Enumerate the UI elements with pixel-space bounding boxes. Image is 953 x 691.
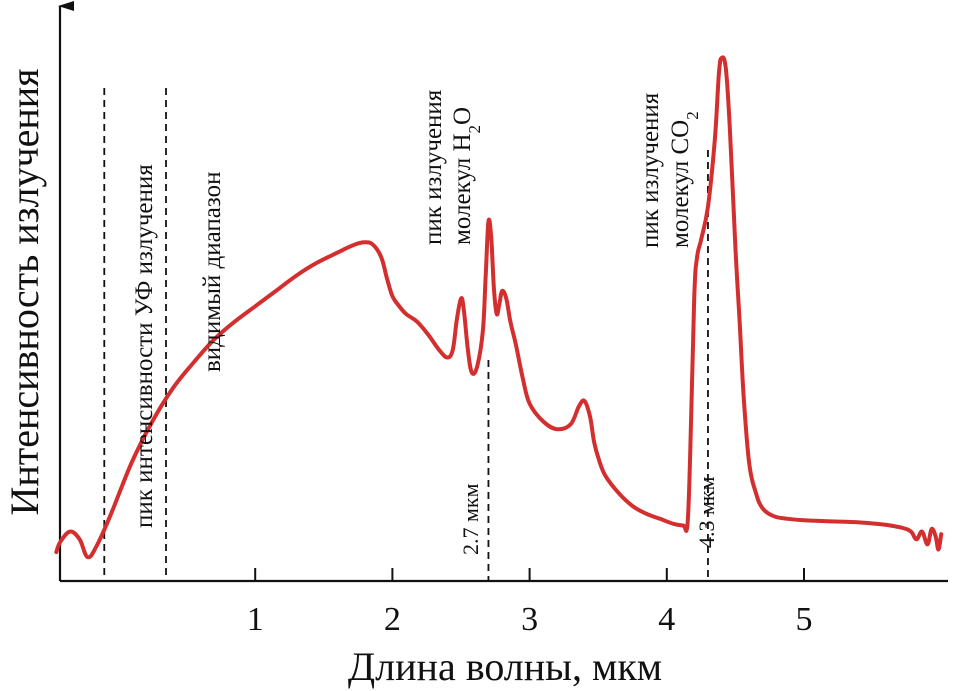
x-ticks xyxy=(254,568,805,581)
x-tick-label-3: 3 xyxy=(521,601,538,638)
y-axis-label: Интенсивность излучения xyxy=(2,68,47,515)
annotation-h2o-subscript: 2 xyxy=(465,125,484,134)
annotation-co2-line1: пик излучения xyxy=(637,92,664,248)
annotation-co2-text: молекул CO xyxy=(667,120,694,248)
annotation-h2o-suffix: O xyxy=(449,107,476,125)
series-line-intensity xyxy=(54,55,944,560)
annotation-uv-peak: пик интенсивности УФ излучения xyxy=(131,164,158,528)
annotation-visible-range: видимый диапазон xyxy=(199,172,226,372)
reference-lines xyxy=(103,88,709,581)
x-tick-label-4: 4 xyxy=(658,601,675,638)
x-tick-labels: 1 2 3 4 5 xyxy=(247,601,813,638)
x-tick-label-5: 5 xyxy=(796,601,813,638)
annotation-h2o-text: молекул H xyxy=(449,133,476,245)
annotation-co2-subscript: 2 xyxy=(683,111,702,120)
x-tick-label-2: 2 xyxy=(384,601,401,638)
annotation-co2-line2: молекул CO2 xyxy=(667,111,702,248)
x-axis-label: Длина волны, мкм xyxy=(348,644,662,689)
x-tick-label-1: 1 xyxy=(247,601,264,638)
annotation-h2o-line2: молекул H2O xyxy=(449,107,484,245)
annotation-h2o-line1: пик излучения xyxy=(420,89,447,245)
marker-2-7-um: 2.7 мкм xyxy=(458,483,483,555)
marker-4-3-um: 4.3 мкм xyxy=(694,476,719,548)
